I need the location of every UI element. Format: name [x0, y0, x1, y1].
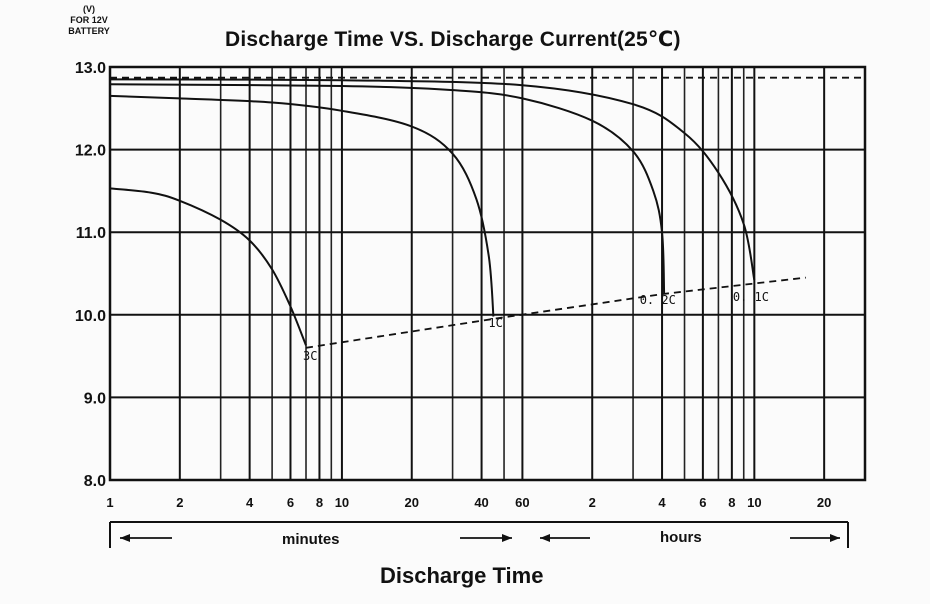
plot-frame	[108, 65, 867, 482]
x-tick-label: 2	[589, 495, 596, 510]
y-unit-label-1: (V)	[83, 4, 95, 14]
x-tick-label: 8	[728, 495, 735, 510]
curve-label: 0. 2C	[640, 293, 676, 307]
y-tick-label: 11.0	[76, 225, 106, 242]
y-tick-label: 10.0	[75, 308, 106, 325]
x-axis-title: Discharge Time	[380, 563, 544, 588]
x-tick-label: 2	[176, 495, 183, 510]
x-tick-label: 1	[106, 495, 113, 510]
x-tick-label: 40	[474, 495, 488, 510]
chart-title: Discharge Time VS. Discharge Current(25℃…	[225, 28, 681, 51]
hours-label: hours	[660, 529, 702, 546]
curve-label: 3C	[303, 349, 317, 363]
y-unit-label-3: BATTERY	[68, 26, 110, 36]
minutes-left-arrow-head	[120, 534, 130, 542]
cut-off-voltage-line	[305, 276, 806, 349]
x-tick-label: 60	[515, 495, 529, 510]
curve-label: 1C	[488, 316, 502, 330]
y-tick-label: 9.0	[84, 390, 106, 407]
x-tick-label: 20	[405, 495, 419, 510]
x-tick-label: 20	[817, 495, 831, 510]
hours-right-arrow-head	[830, 534, 840, 542]
y-tick-label: 8.0	[84, 473, 106, 490]
minutes-label: minutes	[282, 531, 340, 548]
y-tick-label: 13.0	[75, 60, 106, 77]
curve-label: 0. 1C	[733, 290, 769, 304]
x-tick-label: 6	[287, 495, 294, 510]
curve-3C	[109, 187, 307, 346]
x-tick-label: 4	[658, 495, 666, 510]
curve-0-1C	[109, 78, 756, 281]
curve-0-2C	[109, 83, 666, 294]
x-tick-label: 8	[316, 495, 323, 510]
y-tick-label: 12.0	[75, 143, 106, 160]
hours-left-arrow-head	[540, 534, 550, 542]
x-tick-label: 6	[699, 495, 706, 510]
x-tick-label: 10	[747, 495, 761, 510]
x-tick-label: 4	[246, 495, 254, 510]
curve-1C	[109, 94, 495, 317]
x-tick-label: 10	[335, 495, 349, 510]
minutes-right-arrow-head	[502, 534, 512, 542]
y-unit-label-2: FOR 12V	[70, 15, 108, 25]
